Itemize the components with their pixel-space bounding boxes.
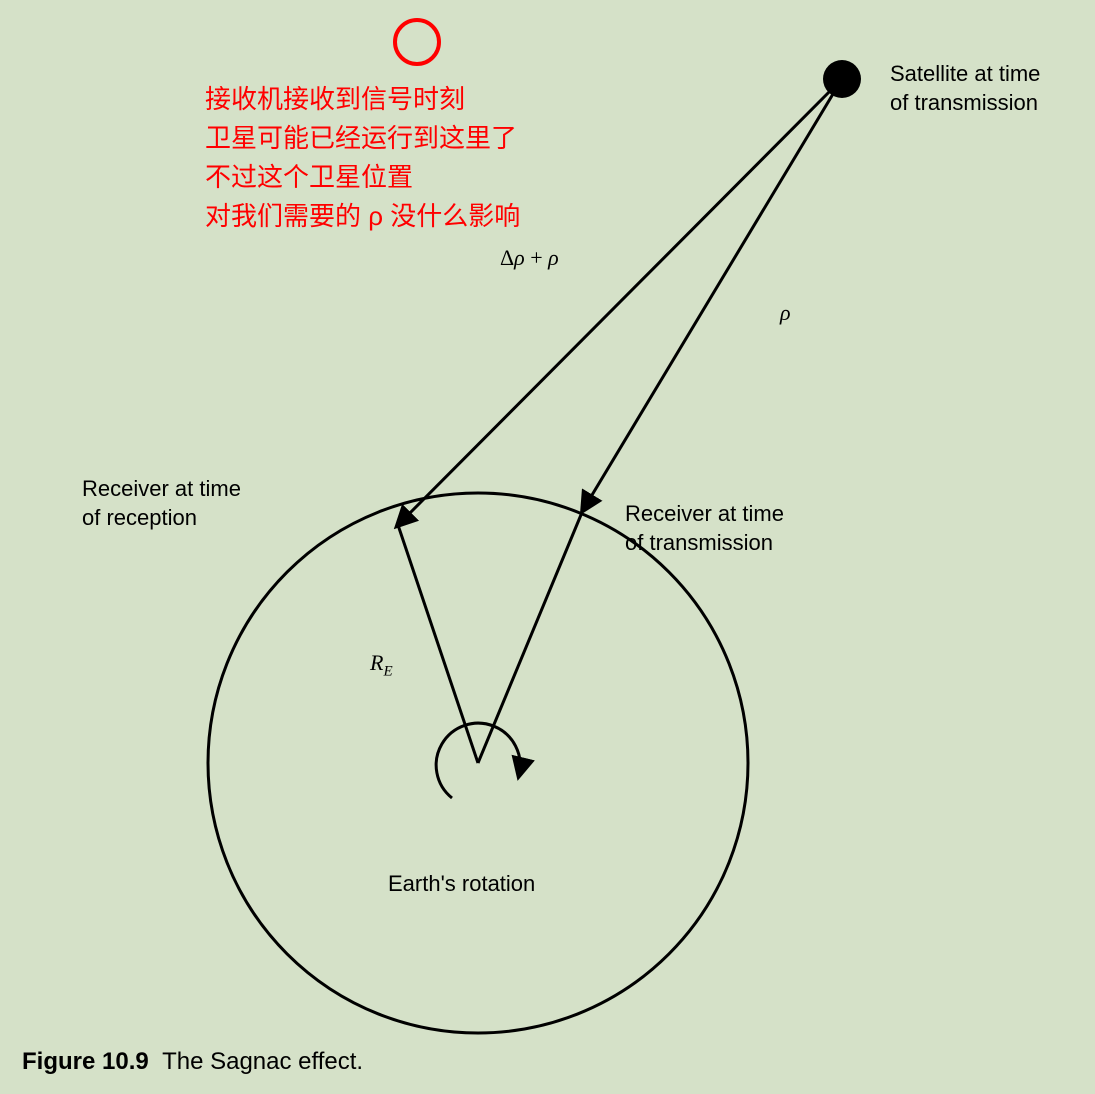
figure-number: Figure 10.9 [22, 1048, 149, 1075]
diagram-svg [0, 0, 1095, 1094]
annotation-line-3: 不过这个卫星位置 [205, 158, 520, 197]
receiver-reception-label: Receiver at time of reception [82, 475, 241, 532]
annotation-line-2: 卫星可能已经运行到这里了 [205, 119, 520, 158]
rho-label: ρ [780, 300, 791, 326]
figure-text: The Sagnac effect. [162, 1048, 363, 1075]
satellite-dot [823, 60, 861, 98]
delta-rho-label: Δρ + ρ [500, 245, 559, 271]
background [0, 0, 1095, 1094]
receiver-transmission-label: Receiver at time of transmission [625, 500, 784, 557]
figure-caption: Figure 10.9 The Sagnac effect. [22, 1048, 363, 1076]
annotation-line-1: 接收机接收到信号时刻 [205, 80, 520, 119]
r-e-label: RE [370, 650, 393, 680]
satellite-label-line1: Satellite at time of transmission [890, 61, 1040, 115]
satellite-label: Satellite at time of transmission [890, 60, 1040, 117]
earth-rotation-label: Earth's rotation [388, 870, 535, 899]
annotation-line-4: 对我们需要的 ρ 没什么影响 [205, 197, 520, 236]
annotation-block: 接收机接收到信号时刻 卫星可能已经运行到这里了 不过这个卫星位置 对我们需要的 … [205, 80, 520, 236]
